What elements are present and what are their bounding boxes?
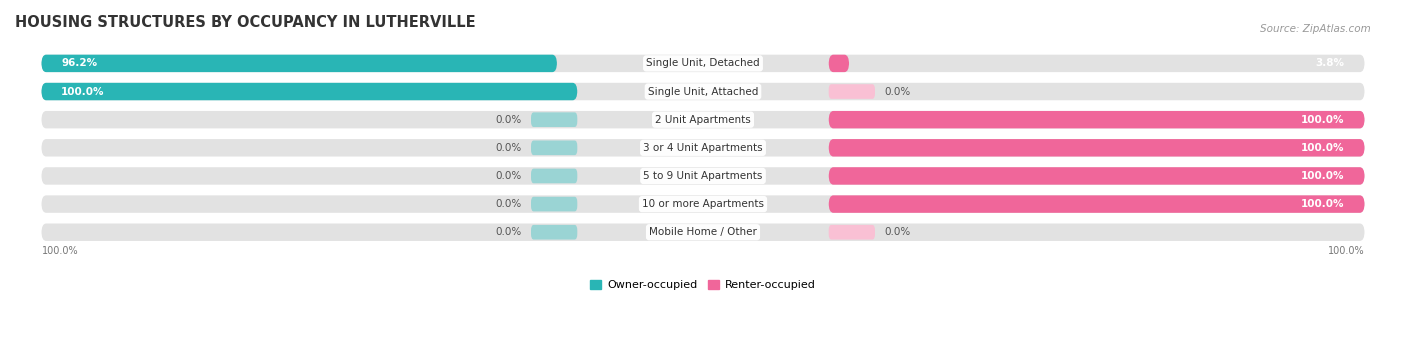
FancyBboxPatch shape — [41, 195, 1365, 213]
Text: Source: ZipAtlas.com: Source: ZipAtlas.com — [1260, 24, 1371, 34]
FancyBboxPatch shape — [41, 83, 578, 100]
Text: 10 or more Apartments: 10 or more Apartments — [643, 199, 763, 209]
Text: 100.0%: 100.0% — [1301, 143, 1344, 153]
FancyBboxPatch shape — [41, 223, 1365, 241]
FancyBboxPatch shape — [828, 55, 849, 72]
Text: Mobile Home / Other: Mobile Home / Other — [650, 227, 756, 237]
Text: 0.0%: 0.0% — [495, 199, 522, 209]
FancyBboxPatch shape — [828, 225, 875, 239]
Text: 0.0%: 0.0% — [495, 115, 522, 125]
Text: 3.8%: 3.8% — [1316, 58, 1344, 69]
Text: Single Unit, Detached: Single Unit, Detached — [647, 58, 759, 69]
FancyBboxPatch shape — [41, 55, 557, 72]
FancyBboxPatch shape — [41, 55, 1365, 72]
Text: 100.0%: 100.0% — [41, 246, 79, 256]
FancyBboxPatch shape — [828, 167, 1365, 185]
Text: 0.0%: 0.0% — [884, 227, 911, 237]
Text: 100.0%: 100.0% — [1301, 171, 1344, 181]
Text: Single Unit, Attached: Single Unit, Attached — [648, 87, 758, 97]
Text: 3 or 4 Unit Apartments: 3 or 4 Unit Apartments — [643, 143, 763, 153]
FancyBboxPatch shape — [828, 84, 875, 99]
Text: 5 to 9 Unit Apartments: 5 to 9 Unit Apartments — [644, 171, 762, 181]
FancyBboxPatch shape — [41, 167, 1365, 185]
Text: 2 Unit Apartments: 2 Unit Apartments — [655, 115, 751, 125]
Text: 0.0%: 0.0% — [495, 227, 522, 237]
FancyBboxPatch shape — [531, 140, 578, 155]
FancyBboxPatch shape — [531, 225, 578, 239]
Text: 96.2%: 96.2% — [62, 58, 97, 69]
Legend: Owner-occupied, Renter-occupied: Owner-occupied, Renter-occupied — [586, 275, 820, 295]
FancyBboxPatch shape — [41, 111, 1365, 129]
Text: 0.0%: 0.0% — [495, 171, 522, 181]
Text: 100.0%: 100.0% — [1327, 246, 1365, 256]
FancyBboxPatch shape — [531, 197, 578, 211]
Text: 0.0%: 0.0% — [884, 87, 911, 97]
FancyBboxPatch shape — [828, 111, 1365, 129]
FancyBboxPatch shape — [531, 169, 578, 183]
FancyBboxPatch shape — [828, 195, 1365, 213]
FancyBboxPatch shape — [41, 139, 1365, 157]
Text: 100.0%: 100.0% — [1301, 199, 1344, 209]
Text: HOUSING STRUCTURES BY OCCUPANCY IN LUTHERVILLE: HOUSING STRUCTURES BY OCCUPANCY IN LUTHE… — [15, 15, 475, 30]
Text: 0.0%: 0.0% — [495, 143, 522, 153]
FancyBboxPatch shape — [531, 112, 578, 127]
Text: 100.0%: 100.0% — [1301, 115, 1344, 125]
FancyBboxPatch shape — [828, 139, 1365, 157]
FancyBboxPatch shape — [41, 83, 1365, 100]
Text: 100.0%: 100.0% — [62, 87, 105, 97]
